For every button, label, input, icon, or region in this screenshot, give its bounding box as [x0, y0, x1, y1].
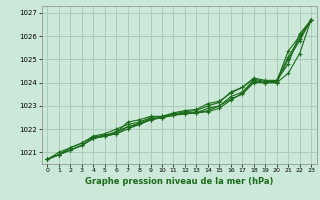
X-axis label: Graphe pression niveau de la mer (hPa): Graphe pression niveau de la mer (hPa) — [85, 177, 273, 186]
